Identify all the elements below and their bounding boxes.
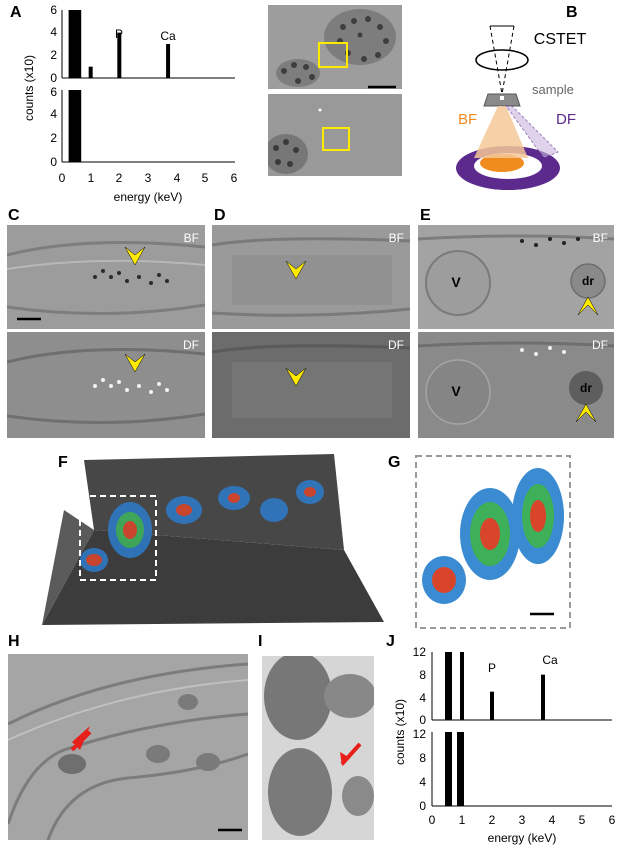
j-xtick-3: 3 (519, 813, 526, 827)
panel-a-top-spectrum (68, 10, 171, 78)
panel-label-g: G (388, 454, 401, 471)
j-ytick-top-4: 4 (419, 691, 426, 705)
a-ytick-top-2: 2 (50, 48, 57, 62)
a-ytick-bot-6: 6 (50, 85, 57, 99)
panel-c-df-tomogram: DF (7, 332, 205, 438)
e-bf-label: BF (592, 231, 608, 245)
c-df-label: DF (183, 338, 199, 352)
panel-f-3d-render (42, 454, 384, 625)
a-xtick-3: 3 (145, 171, 152, 185)
e-dr-bottom: dr (580, 381, 592, 395)
j-ytick-top-12: 12 (413, 645, 427, 659)
j-ytick-top-8: 8 (419, 668, 426, 682)
j-ytick-bot-0: 0 (419, 799, 426, 813)
a-ytick-top-4: 4 (50, 25, 57, 39)
a-ytick-bot-2: 2 (50, 131, 57, 145)
panel-b-schematic: CSTET sample BF DF (456, 25, 587, 190)
j-peak-p: P (488, 661, 496, 675)
a-xtick-2: 2 (116, 171, 123, 185)
a-ytick-bot-0: 0 (50, 155, 57, 169)
j-xtick-6: 6 (609, 813, 616, 827)
a-ytick-top-6: 6 (50, 3, 57, 17)
panel-a-micrograph-top (268, 5, 402, 89)
c-bf-label: BF (183, 231, 199, 245)
panel-c-bf-tomogram: BF (7, 225, 205, 329)
e-df-label: DF (592, 338, 608, 352)
panel-j-bottom-spectrum (445, 732, 464, 806)
e-v-bottom: V (451, 383, 461, 399)
a-ylabel: counts (x10) (22, 55, 36, 121)
e-dr-top: dr (582, 274, 594, 288)
d-df-label: DF (388, 338, 404, 352)
panel-g-zoom-render (415, 455, 571, 629)
a-xtick-6: 6 (231, 171, 238, 185)
a-xtick-1: 1 (88, 171, 95, 185)
b-df-label: DF (556, 111, 576, 128)
j-ylabel: counts (x10) (393, 699, 407, 765)
j-xtick-1: 1 (459, 813, 466, 827)
a-ytick-top-0: 0 (50, 71, 57, 85)
j-ytick-bot-12: 12 (413, 727, 427, 741)
b-bf-label: BF (458, 111, 477, 128)
panel-label-b: B (566, 4, 578, 21)
a-peak-ca: Ca (160, 29, 176, 43)
a-ytick-bot-4: 4 (50, 107, 57, 121)
d-bf-label: BF (388, 231, 404, 245)
j-xtick-2: 2 (489, 813, 496, 827)
panel-label-e: E (420, 207, 431, 224)
panel-label-f: F (58, 454, 68, 471)
panel-a-spectra: 6 4 2 0 6 4 2 0 0 1 2 3 4 5 6 energy (ke… (22, 3, 238, 204)
j-ytick-top-0: 0 (419, 713, 426, 727)
panel-label-i: I (258, 633, 263, 650)
panel-label-h: H (8, 633, 20, 650)
j-ytick-bot-4: 4 (419, 775, 426, 789)
a-xtick-4: 4 (174, 171, 181, 185)
b-title: CSTET (534, 31, 587, 48)
panel-e-bf-tomogram: V dr BF (418, 225, 614, 329)
b-sample-label: sample (532, 82, 574, 97)
e-v-top: V (451, 274, 461, 290)
j-xtick-4: 4 (549, 813, 556, 827)
j-xtick-5: 5 (579, 813, 586, 827)
j-ytick-bot-8: 8 (419, 751, 426, 765)
j-xlabel: energy (keV) (488, 831, 557, 845)
j-xtick-0: 0 (429, 813, 436, 827)
panel-a-bottom-spectrum (68, 90, 82, 162)
a-xlabel: energy (keV) (114, 190, 183, 204)
panel-j-spectra: 12 8 4 0 12 8 4 0 0 1 2 3 4 5 6 energy (… (393, 645, 616, 845)
panel-j-top-spectrum (445, 652, 545, 720)
a-xtick-5: 5 (202, 171, 209, 185)
panel-label-a: A (10, 4, 22, 21)
a-peak-p: P (115, 27, 123, 41)
j-peak-ca: Ca (542, 653, 558, 667)
panel-d-df-tomogram: DF (212, 332, 410, 438)
panel-h-tomogram (8, 654, 248, 840)
panel-label-j: J (386, 633, 395, 650)
panel-i-tomogram (262, 656, 374, 840)
panel-d-bf-tomogram: BF (212, 225, 410, 329)
panel-label-c: C (8, 207, 20, 224)
panel-a-micrograph-bottom (268, 94, 402, 176)
panel-e-df-tomogram: V dr DF (418, 332, 614, 438)
panel-label-d: D (214, 207, 226, 224)
a-xtick-0: 0 (59, 171, 66, 185)
